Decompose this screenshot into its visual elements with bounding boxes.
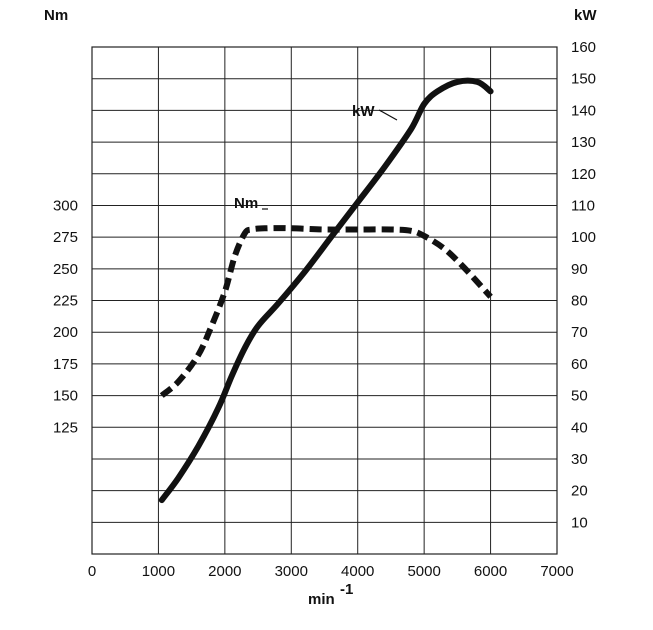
series-line-nm — [159, 225, 493, 398]
y-left-axis-title: Nm — [44, 7, 68, 24]
y-right-tick-label: 30 — [571, 451, 588, 468]
y-right-tick-label: 100 — [571, 229, 596, 246]
y-right-tick-label: 160 — [571, 39, 596, 56]
y-left-tick-label: 275 — [53, 229, 78, 246]
y-left-tick-label: 175 — [53, 356, 78, 373]
y-right-tick-label: 130 — [571, 134, 596, 151]
labels: 0 1000 2000 3000 4000 5000 6000 7000 10 20 30 40 50 6… — [44, 7, 597, 608]
series-line-kw — [158, 77, 494, 504]
y-right-tick-label: 70 — [571, 324, 588, 341]
y-right-tick-label: 150 — [571, 71, 596, 88]
y-right-tick-label: 50 — [571, 388, 588, 405]
y-right-tick-label: 10 — [571, 514, 588, 531]
series-lines — [158, 77, 494, 504]
grid — [91, 46, 558, 555]
x-tick-label: 7000 — [540, 563, 573, 580]
y-left-tick-label: 250 — [53, 261, 78, 278]
y-right-tick-label: 120 — [571, 166, 596, 183]
x-tick-label: 5000 — [407, 563, 440, 580]
y-right-tick-label: 60 — [571, 356, 588, 373]
x-tick-label: 2000 — [208, 563, 241, 580]
y-left-tick-label: 200 — [53, 324, 78, 341]
annotation-kw: kW — [352, 103, 375, 120]
y-right-axis-title: kW — [574, 7, 597, 24]
y-right-tick-label: 110 — [571, 197, 595, 214]
y-left-tick-label: 150 — [53, 388, 78, 405]
x-axis-title-superscript: -1 — [340, 581, 353, 598]
x-axis-title: min — [308, 591, 335, 608]
y-left-tick-label: 300 — [53, 197, 78, 214]
x-tick-label: 1000 — [142, 563, 175, 580]
y-right-tick-label: 90 — [571, 261, 588, 278]
x-tick-label: 0 — [88, 563, 96, 580]
y-right-tick-label: 80 — [571, 293, 588, 310]
y-right-tick-label: 20 — [571, 483, 588, 500]
y-left-tick-label: 225 — [53, 293, 78, 310]
y-left-tick-label: 125 — [53, 419, 78, 436]
x-tick-label: 3000 — [275, 563, 308, 580]
y-right-tick-label: 140 — [571, 102, 596, 119]
x-tick-label: 4000 — [341, 563, 374, 580]
x-tick-label: 6000 — [474, 563, 507, 580]
y-right-tick-label: 40 — [571, 419, 588, 436]
annotation-leader-line — [378, 109, 398, 121]
annotation-nm: Nm — [234, 195, 258, 212]
